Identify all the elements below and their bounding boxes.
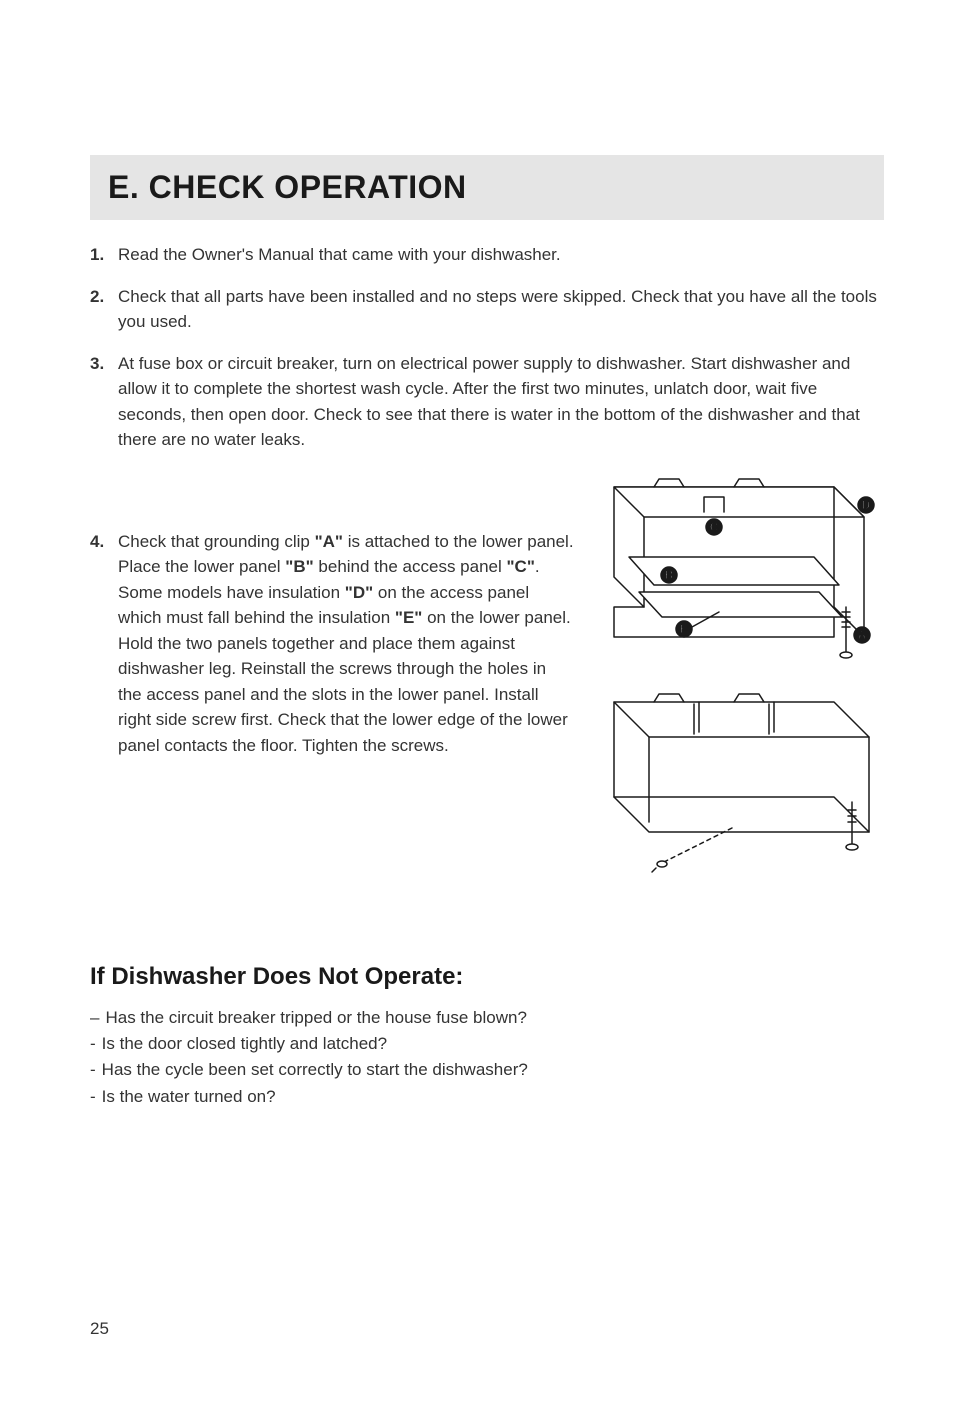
step-2: 2. Check that all parts have been instal… — [90, 284, 884, 335]
section-title: E. CHECK OPERATION — [108, 169, 866, 206]
dash: - — [90, 1057, 96, 1083]
diagram-label-a: A — [858, 628, 867, 642]
troubleshoot-item: – Has the circuit breaker tripped or the… — [90, 1005, 884, 1031]
page-number: 25 — [90, 1319, 109, 1339]
step-number: 2. — [90, 284, 114, 335]
step-3: 3. At fuse box or circuit breaker, turn … — [90, 351, 884, 453]
step-number: 4. — [90, 529, 114, 759]
troubleshoot-text: Has the cycle been set correctly to star… — [102, 1057, 528, 1083]
step-number: 1. — [90, 242, 114, 268]
steps-list-continued: 4. Check that grounding clip "A" is atta… — [90, 529, 574, 759]
troubleshoot-section: If Dishwasher Does Not Operate: – Has th… — [90, 963, 884, 1110]
step-number: 3. — [90, 351, 114, 453]
figure-column: D C B E A — [584, 457, 884, 877]
step-1: 1. Read the Owner's Manual that came wit… — [90, 242, 884, 268]
troubleshoot-text: Is the water turned on? — [102, 1084, 276, 1110]
section-heading-bar: E. CHECK OPERATION — [90, 155, 884, 220]
troubleshoot-list: – Has the circuit breaker tripped or the… — [90, 1005, 884, 1110]
diagram-label-b: B — [665, 568, 674, 582]
label-ref-a: "A" — [315, 532, 343, 551]
steps-list: 1. Read the Owner's Manual that came wit… — [90, 242, 884, 453]
diagram-label-e: E — [680, 622, 688, 636]
step-text: At fuse box or circuit breaker, turn on … — [118, 351, 884, 453]
dash: – — [90, 1005, 99, 1031]
step-4-column: 4. Check that grounding clip "A" is atta… — [90, 529, 574, 775]
troubleshoot-item: - Has the cycle been set correctly to st… — [90, 1057, 884, 1083]
diagram-label-d: D — [862, 498, 871, 512]
step-4: 4. Check that grounding clip "A" is atta… — [90, 529, 574, 759]
troubleshoot-heading: If Dishwasher Does Not Operate: — [90, 963, 884, 991]
text-fragment: Check that grounding clip — [118, 532, 315, 551]
panel-diagram-svg: D C B E A — [584, 457, 884, 877]
troubleshoot-text: Has the circuit breaker tripped or the h… — [105, 1005, 526, 1031]
text-fragment: behind the access panel — [314, 557, 507, 576]
dash: - — [90, 1031, 96, 1057]
label-ref-b: "B" — [285, 557, 313, 576]
step-text: Check that grounding clip "A" is attache… — [118, 529, 574, 759]
label-ref-d: "D" — [345, 583, 373, 602]
step-text: Check that all parts have been installed… — [118, 284, 884, 335]
text-fragment: on the lower panel. Hold the two panels … — [118, 608, 571, 755]
step-4-row: 4. Check that grounding clip "A" is atta… — [90, 529, 884, 877]
label-ref-c: "C" — [507, 557, 535, 576]
troubleshoot-text: Is the door closed tightly and latched? — [102, 1031, 387, 1057]
label-ref-e: "E" — [395, 608, 422, 627]
diagram-label-c: C — [710, 520, 719, 534]
troubleshoot-item: - Is the door closed tightly and latched… — [90, 1031, 884, 1057]
troubleshoot-item: - Is the water turned on? — [90, 1084, 884, 1110]
step-text: Read the Owner's Manual that came with y… — [118, 242, 884, 268]
dash: - — [90, 1084, 96, 1110]
